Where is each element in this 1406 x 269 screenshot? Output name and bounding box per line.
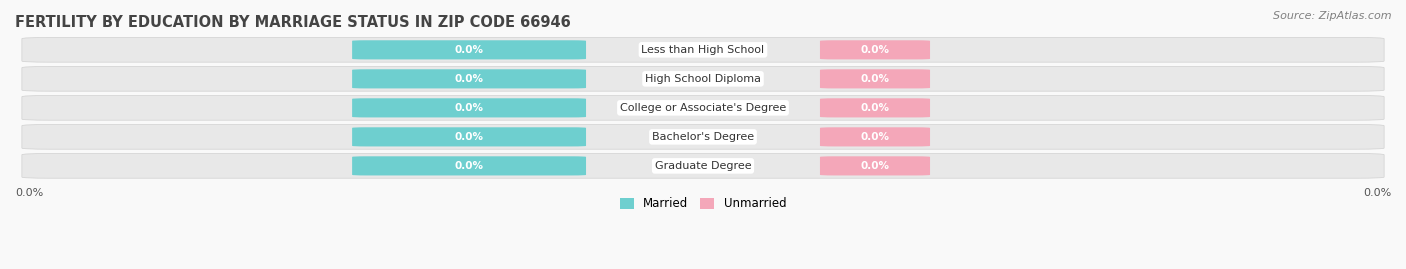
FancyBboxPatch shape xyxy=(352,98,586,118)
Text: College or Associate's Degree: College or Associate's Degree xyxy=(620,103,786,113)
Text: Less than High School: Less than High School xyxy=(641,45,765,55)
Text: 0.0%: 0.0% xyxy=(454,132,484,142)
FancyBboxPatch shape xyxy=(820,98,929,118)
FancyBboxPatch shape xyxy=(820,156,929,175)
FancyBboxPatch shape xyxy=(820,127,929,146)
Text: 0.0%: 0.0% xyxy=(454,74,484,84)
FancyBboxPatch shape xyxy=(22,37,1384,62)
FancyBboxPatch shape xyxy=(352,127,586,146)
Text: High School Diploma: High School Diploma xyxy=(645,74,761,84)
Text: 0.0%: 0.0% xyxy=(860,45,890,55)
Text: 0.0%: 0.0% xyxy=(1362,188,1391,198)
FancyBboxPatch shape xyxy=(352,156,586,175)
Text: Graduate Degree: Graduate Degree xyxy=(655,161,751,171)
FancyBboxPatch shape xyxy=(352,40,586,59)
Text: 0.0%: 0.0% xyxy=(860,103,890,113)
Text: 0.0%: 0.0% xyxy=(454,103,484,113)
Text: 0.0%: 0.0% xyxy=(454,45,484,55)
Text: Bachelor's Degree: Bachelor's Degree xyxy=(652,132,754,142)
Text: 0.0%: 0.0% xyxy=(454,161,484,171)
FancyBboxPatch shape xyxy=(352,69,586,89)
FancyBboxPatch shape xyxy=(820,40,929,59)
FancyBboxPatch shape xyxy=(22,154,1384,178)
Text: Source: ZipAtlas.com: Source: ZipAtlas.com xyxy=(1274,11,1392,21)
Text: FERTILITY BY EDUCATION BY MARRIAGE STATUS IN ZIP CODE 66946: FERTILITY BY EDUCATION BY MARRIAGE STATU… xyxy=(15,15,571,30)
FancyBboxPatch shape xyxy=(820,69,929,89)
Text: 0.0%: 0.0% xyxy=(15,188,44,198)
Legend: Married, Unmarried: Married, Unmarried xyxy=(614,193,792,215)
FancyBboxPatch shape xyxy=(22,125,1384,149)
Text: 0.0%: 0.0% xyxy=(860,132,890,142)
FancyBboxPatch shape xyxy=(22,95,1384,120)
Text: 0.0%: 0.0% xyxy=(860,74,890,84)
Text: 0.0%: 0.0% xyxy=(860,161,890,171)
FancyBboxPatch shape xyxy=(22,66,1384,91)
